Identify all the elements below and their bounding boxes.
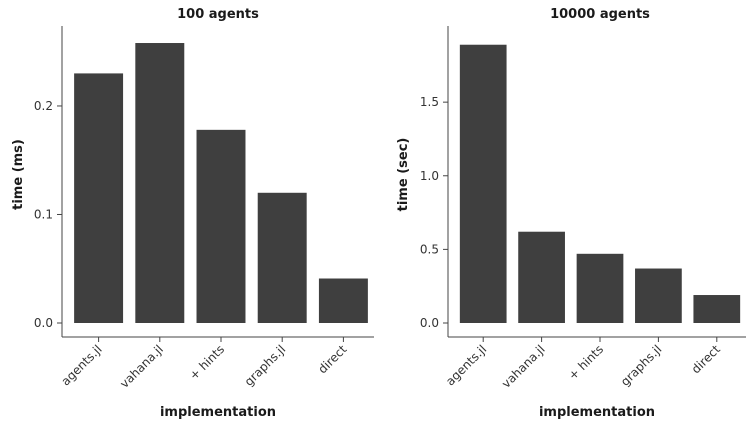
y-tick-label: 0.0 [34,316,53,330]
chart-title: 100 agents [177,7,259,22]
y-tick-label: 1.0 [420,169,439,183]
y-axis-label: time (sec) [396,138,411,212]
x-tick-label: direct [689,342,723,376]
x-tick-label: graphs.jl [618,342,665,389]
x-tick-label: direct [315,342,349,376]
bar [74,73,124,323]
chart-title: 10000 agents [550,7,650,22]
chart-panel-10000-agents: 10000 agents 0.0 0.5 1.0 1.5 agents.jl vahana.… [396,7,746,420]
x-tick-label: vahana.jl [499,342,548,391]
chart-panel-100-agents: 100 agents 0.0 0.1 0.2 agents.jl vahana.jl + h… [11,7,374,420]
x-tick-label: vahana.jl [117,342,166,391]
bar [135,43,185,324]
bar [257,192,307,323]
x-axis-label: implementation [539,405,655,420]
y-axis-label: time (ms) [11,139,26,210]
x-tick-label: agents.jl [443,342,489,388]
bar [576,253,624,323]
y-tick-label: 0.0 [420,316,439,330]
x-axis-label: implementation [160,405,276,420]
x-tick-label: graphs.jl [242,342,289,389]
bar [459,44,507,323]
bar [518,231,565,323]
x-tick-label: agents.jl [58,342,104,388]
y-tick-label: 0.5 [420,242,439,256]
y-tick-label: 0.1 [34,207,53,221]
y-tick-label: 1.5 [420,95,439,109]
x-tick-label: + hints [187,342,228,383]
bar [196,129,246,323]
bar [635,268,682,323]
bar [693,295,741,323]
x-tick-label: + hints [566,342,607,383]
y-tick-label: 0.2 [34,99,53,113]
bar [318,278,368,323]
